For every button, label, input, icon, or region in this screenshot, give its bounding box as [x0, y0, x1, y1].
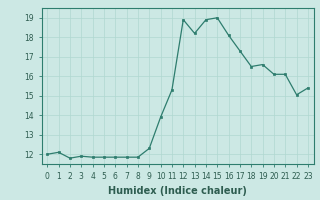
X-axis label: Humidex (Indice chaleur): Humidex (Indice chaleur) [108, 186, 247, 196]
